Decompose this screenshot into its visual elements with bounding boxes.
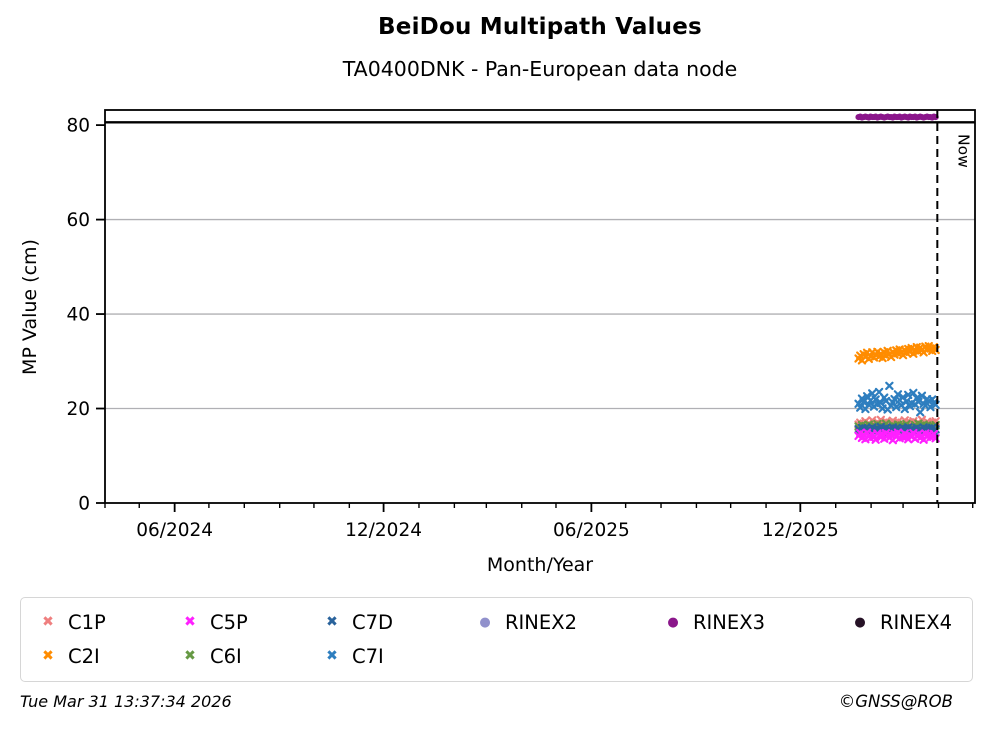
copyright-credit: ©GNSS@ROB — [838, 692, 953, 711]
point-C7I — [900, 404, 909, 414]
now-label: Now — [954, 134, 972, 168]
x-marker-icon: ✖ — [326, 648, 338, 664]
legend-label: RINEX4 — [880, 610, 952, 634]
legend-label: C7D — [352, 610, 394, 634]
y-tick-label: 0 — [78, 494, 90, 515]
legend-item-C1P: ✖ C1P — [39, 611, 181, 634]
legend-label: C1P — [68, 610, 106, 634]
point-C7I — [885, 381, 894, 391]
dot-marker-icon: ● — [667, 614, 679, 630]
legend-box: ✖ C1P ✖ C5P ✖ C7D ● RINEX2 ● RINEX3 ● RINEX4 ✖ C2I ✖ C6… — [20, 597, 973, 682]
legend-label: C7I — [352, 644, 384, 668]
legend-label: C6I — [210, 644, 242, 668]
point-C7I — [915, 408, 925, 417]
x-marker-icon: ✖ — [42, 648, 54, 664]
y-tick-label: 80 — [66, 116, 90, 137]
x-tick-label: 06/2024 — [136, 520, 213, 541]
page-title: BeiDou Multipath Values — [378, 14, 702, 40]
plot-frame — [104, 109, 976, 504]
legend-item-C7D: ✖ C7D — [323, 611, 476, 634]
legend-item-C6I: ✖ C6I — [181, 645, 323, 668]
x-marker-icon: ✖ — [326, 614, 338, 630]
point-C7I — [859, 397, 868, 407]
legend-item-C7I: ✖ C7I — [323, 645, 476, 668]
dot-marker-icon: ● — [479, 614, 491, 630]
legend-item-C2I: ✖ C2I — [39, 645, 181, 668]
legend-item-RINEX2: ● RINEX2 — [476, 611, 664, 634]
y-tick-label: 40 — [66, 305, 90, 326]
dot-marker-icon: ● — [854, 614, 866, 630]
x-marker-icon: ✖ — [184, 648, 196, 664]
legend-item-RINEX3: ● RINEX3 — [664, 611, 851, 634]
point-C7I — [917, 391, 927, 400]
legend-label: RINEX2 — [505, 610, 577, 634]
plot-timestamp: Tue Mar 31 13:37:34 2026 — [20, 692, 232, 711]
x-tick-label: 12/2025 — [762, 520, 839, 541]
legend-label: C2I — [68, 644, 100, 668]
legend-label: C5P — [210, 610, 248, 634]
x-tick-label: 12/2024 — [345, 520, 422, 541]
point-C5P — [929, 429, 939, 439]
point-C7I — [868, 389, 877, 398]
x-axis-label: Month/Year — [486, 554, 594, 576]
y-tick-label: 20 — [66, 399, 90, 420]
legend-label: RINEX3 — [693, 610, 765, 634]
legend-item-C5P: ✖ C5P — [181, 611, 323, 634]
legend-item-RINEX4: ● RINEX4 — [851, 611, 972, 634]
x-marker-icon: ✖ — [184, 614, 196, 630]
x-tick-label: 06/2025 — [553, 520, 630, 541]
y-tick-label: 60 — [66, 210, 90, 231]
x-marker-icon: ✖ — [42, 614, 54, 630]
page-subtitle: TA0400DNK - Pan-European data node — [342, 57, 738, 81]
y-axis-label: MP Value (cm) — [19, 239, 41, 375]
point-C7I — [909, 388, 918, 398]
